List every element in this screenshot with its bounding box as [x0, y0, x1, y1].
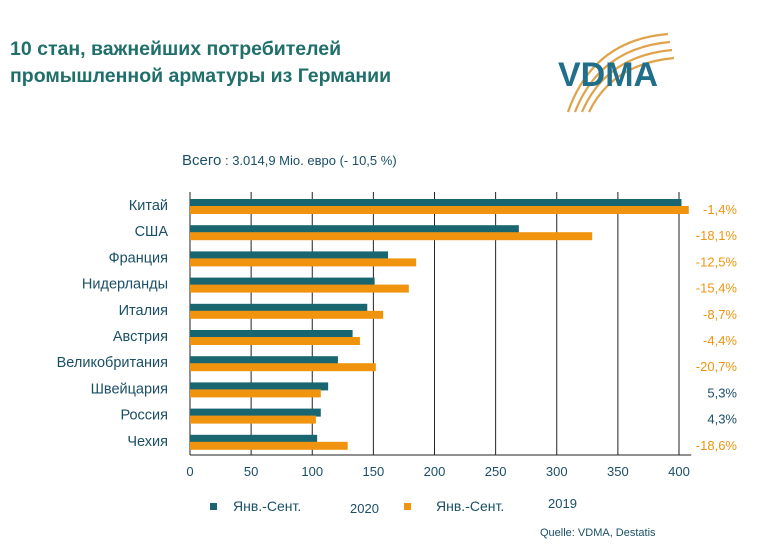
bar-2019 — [190, 389, 321, 398]
svg-text:VDMA: VDMA — [558, 56, 658, 94]
bar-2020 — [190, 199, 682, 207]
category-label: Франция — [109, 250, 168, 266]
x-tick-label: 350 — [607, 464, 629, 479]
total-label: Всего — [182, 152, 222, 169]
bar-2019 — [190, 363, 376, 372]
change-label: -12,5% — [696, 254, 738, 269]
bar-2020 — [190, 251, 389, 260]
bar-2019 — [190, 415, 316, 424]
change-label: -8,7% — [703, 307, 737, 322]
x-tick-label: 150 — [363, 464, 385, 479]
change-label: -18,1% — [696, 228, 738, 243]
source-note: Quelle: VDMA, Destatis — [540, 527, 656, 539]
bar-2020 — [190, 356, 338, 365]
total-change: (- 10,5 %) — [339, 153, 397, 168]
x-tick-label: 50 — [244, 464, 258, 479]
category-label: США — [135, 224, 169, 240]
bar-2019 — [190, 284, 409, 293]
change-label: -4,4% — [703, 333, 737, 348]
bar-2020 — [190, 434, 318, 443]
title-line-2: промышленной арматуры из Германии — [10, 65, 392, 87]
legend-swatch-2020 — [210, 503, 217, 510]
category-label: Швейцария — [91, 381, 168, 397]
change-label: -20,7% — [696, 359, 738, 374]
x-tick-label: 400 — [668, 464, 690, 479]
chart-title: 10 стан, важнейших потребителей промышле… — [10, 36, 391, 90]
title-line-1: 10 стан, важнейших потребителей — [10, 38, 342, 60]
category-label: Австрия — [113, 329, 168, 345]
category-label: Италия — [119, 303, 168, 319]
vdma-logo: VDMA — [558, 32, 675, 113]
bar-2020 — [190, 225, 519, 234]
bar-2020 — [190, 277, 375, 286]
bar-2019 — [190, 232, 593, 241]
change-label: 4,3% — [707, 412, 737, 427]
category-label: Китай — [129, 198, 168, 214]
bar-2020 — [190, 303, 368, 312]
bar-2019 — [190, 258, 417, 267]
bar-2019 — [190, 206, 689, 214]
category-label: Нидерланды — [82, 277, 168, 293]
category-label: Россия — [120, 408, 168, 424]
legend-label-2020: Янв.-Сент. — [233, 498, 301, 514]
change-label: -1,4% — [703, 202, 737, 217]
change-label: -15,4% — [696, 281, 738, 296]
bar-2019 — [190, 310, 384, 319]
category-label: Великобритания — [57, 355, 168, 371]
x-tick-label: 200 — [424, 464, 446, 479]
total-summary: Всего : 3.014,9 Mio. евро (- 10,5 %) — [182, 152, 397, 169]
legend-year-2019: 2019 — [548, 496, 577, 511]
x-tick-label: 300 — [546, 464, 568, 479]
bar-2020 — [190, 330, 353, 338]
total-value: : 3.014,9 Mio. евро — [224, 153, 336, 168]
x-tick-label: 0 — [186, 464, 193, 479]
legend-label-2019: Янв.-Сент. — [436, 498, 504, 514]
bar-2020 — [190, 382, 329, 391]
category-label: Чехия — [127, 434, 168, 450]
x-tick-label: 250 — [485, 464, 507, 479]
legend-swatch-2019 — [404, 503, 411, 510]
x-tick-label: 100 — [301, 464, 323, 479]
legend-year-2020: 2020 — [350, 501, 379, 516]
bar-2020 — [190, 408, 321, 417]
bar-2019 — [190, 337, 360, 345]
change-label: -18,6% — [696, 438, 738, 453]
change-label: 5,3% — [707, 385, 737, 400]
bar-2019 — [190, 441, 348, 450]
